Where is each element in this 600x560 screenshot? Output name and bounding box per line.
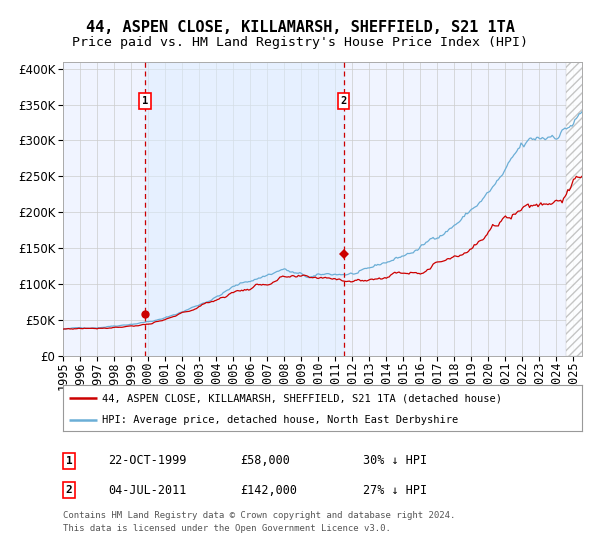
Text: 44, ASPEN CLOSE, KILLAMARSH, SHEFFIELD, S21 1TA (detached house): 44, ASPEN CLOSE, KILLAMARSH, SHEFFIELD, … bbox=[102, 393, 502, 403]
Text: £58,000: £58,000 bbox=[240, 454, 290, 468]
Text: Contains HM Land Registry data © Crown copyright and database right 2024.: Contains HM Land Registry data © Crown c… bbox=[63, 511, 455, 520]
Bar bbox=[145, 62, 344, 356]
Text: 2: 2 bbox=[341, 96, 347, 106]
Text: 22-OCT-1999: 22-OCT-1999 bbox=[108, 454, 187, 468]
Text: Price paid vs. HM Land Registry's House Price Index (HPI): Price paid vs. HM Land Registry's House … bbox=[72, 36, 528, 49]
Text: 30% ↓ HPI: 30% ↓ HPI bbox=[363, 454, 427, 468]
Text: This data is licensed under the Open Government Licence v3.0.: This data is licensed under the Open Gov… bbox=[63, 524, 391, 533]
Text: 2: 2 bbox=[65, 485, 73, 495]
Text: 1: 1 bbox=[142, 96, 148, 106]
Text: 27% ↓ HPI: 27% ↓ HPI bbox=[363, 483, 427, 497]
Text: £142,000: £142,000 bbox=[240, 483, 297, 497]
Text: HPI: Average price, detached house, North East Derbyshire: HPI: Average price, detached house, Nort… bbox=[102, 415, 458, 424]
Text: 04-JUL-2011: 04-JUL-2011 bbox=[108, 483, 187, 497]
Bar bbox=[566, 62, 583, 356]
Text: 44, ASPEN CLOSE, KILLAMARSH, SHEFFIELD, S21 1TA: 44, ASPEN CLOSE, KILLAMARSH, SHEFFIELD, … bbox=[86, 20, 514, 35]
Text: 1: 1 bbox=[65, 456, 73, 466]
